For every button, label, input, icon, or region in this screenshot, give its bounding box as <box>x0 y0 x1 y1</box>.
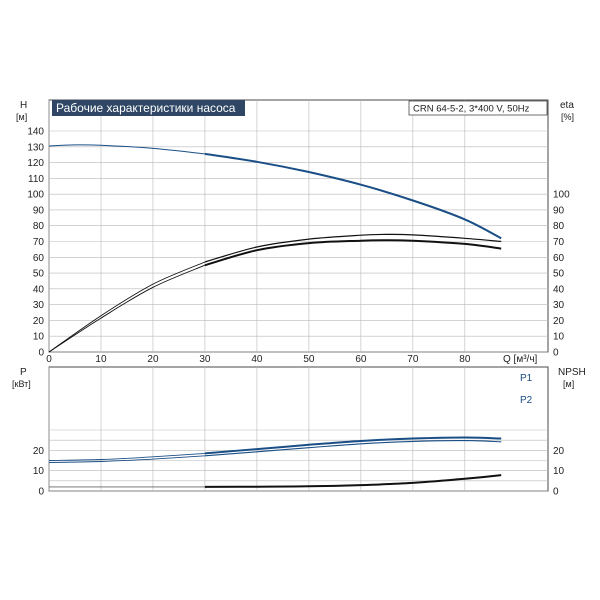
top-y-left-tick-label: 110 <box>28 174 44 185</box>
top-y-right-tick-label: 80 <box>553 221 565 232</box>
top-y-left-tick-label: 140 <box>27 127 44 138</box>
P2-curve-thin <box>48 455 205 463</box>
top-y-right-tick-label: 70 <box>553 237 565 248</box>
chart-title-box <box>52 100 245 116</box>
x-axis-label-top: Q [м³/ч] <box>503 354 538 365</box>
top-x-tick-label: 30 <box>199 354 211 365</box>
top-y-left-tick-label: 50 <box>33 269 45 280</box>
NPSH-curve-thick <box>204 474 502 488</box>
bottom-plot-grid <box>48 367 548 492</box>
y-left-unit-P: [кВт] <box>12 379 31 389</box>
bottom-plot-tick-labels: 0 10 20 0 10 20 <box>33 446 565 498</box>
top-y-right-tick-label: 0 <box>553 348 559 359</box>
bottom-y-left-tick-label: 20 <box>33 446 45 457</box>
top-plot-tick-labels: 0 10 20 30 40 50 60 70 8001020304050607080901001… <box>27 127 570 366</box>
top-y-left-tick-label: 10 <box>33 332 45 343</box>
y-left-label-H: H <box>20 100 27 111</box>
bottom-y-right-tick-label: 20 <box>553 446 565 457</box>
top-y-left-tick-label: 60 <box>33 253 45 264</box>
top-y-right-tick-label: 30 <box>553 300 565 311</box>
top-y-right-tick-label: 10 <box>553 332 565 343</box>
top-y-left-tick-label: 0 <box>38 348 44 359</box>
P1-curve-thin <box>48 452 205 461</box>
eta-curve-thick <box>204 233 502 263</box>
top-y-left-tick-label: 80 <box>33 221 45 232</box>
y-right-label-NPSH: NPSH <box>558 367 586 378</box>
bottom-y-right-tick-label: 0 <box>553 487 559 498</box>
eta-curve-thin <box>48 261 206 353</box>
top-y-left-tick-label: 90 <box>33 205 45 216</box>
P2-curve-thick <box>204 440 502 457</box>
eta-curve-thin <box>48 264 206 353</box>
top-y-right-tick-label: 40 <box>553 284 565 295</box>
bottom-plot-curves <box>48 436 502 488</box>
top-x-tick-label: 20 <box>147 354 159 365</box>
eta-curve-thick <box>204 239 502 267</box>
bottom-y-right-tick-label: 10 <box>553 466 565 477</box>
top-y-right-tick-label: 20 <box>553 316 565 327</box>
top-plot-curves <box>48 144 502 353</box>
top-y-right-tick-label: 60 <box>553 253 565 264</box>
y-left-label-P: P <box>20 367 27 378</box>
y-right-unit-eta: [%] <box>561 112 574 122</box>
top-y-left-tick-label: 70 <box>33 237 45 248</box>
top-x-tick-label: 80 <box>459 354 471 365</box>
H-curve-thick <box>204 152 502 240</box>
model-label-box <box>408 100 548 116</box>
y-right-label-eta: eta <box>560 100 574 111</box>
model-label: CRN 64-5-2, 3*400 V, 50Hz <box>413 104 530 115</box>
top-y-right-tick-label: 100 <box>553 190 570 201</box>
H-curve-thin <box>48 144 205 155</box>
top-y-right-tick-label: 50 <box>553 269 565 280</box>
top-y-left-tick-label: 40 <box>33 284 45 295</box>
series-label-P1: P1 <box>520 373 533 384</box>
top-y-left-tick-label: 20 <box>33 316 45 327</box>
top-plot-grid <box>48 100 548 353</box>
top-x-tick-label: 40 <box>251 354 263 365</box>
series-label-P2: P2 <box>520 395 533 406</box>
bottom-y-left-tick-label: 0 <box>38 487 44 498</box>
top-x-tick-label: 50 <box>303 354 315 365</box>
top-x-tick-label: 0 <box>46 354 52 365</box>
top-y-left-tick-label: 120 <box>27 158 44 169</box>
y-right-unit-NPSH: [м] <box>563 379 574 389</box>
top-x-tick-label: 70 <box>407 354 419 365</box>
top-x-tick-label: 60 <box>355 354 367 365</box>
P1-curve-thick <box>204 436 502 455</box>
top-y-left-tick-label: 100 <box>27 190 44 201</box>
top-y-left-tick-label: 130 <box>27 142 44 153</box>
bottom-plot-frame <box>48 366 549 492</box>
top-y-left-tick-label: 30 <box>33 300 45 311</box>
top-x-tick-label: 10 <box>95 354 107 365</box>
y-left-unit-H: [м] <box>16 112 27 122</box>
bottom-y-left-tick-label: 10 <box>33 466 45 477</box>
chart-title: Рабочие характеристики насоса <box>56 101 236 115</box>
top-y-right-tick-label: 90 <box>553 205 565 216</box>
